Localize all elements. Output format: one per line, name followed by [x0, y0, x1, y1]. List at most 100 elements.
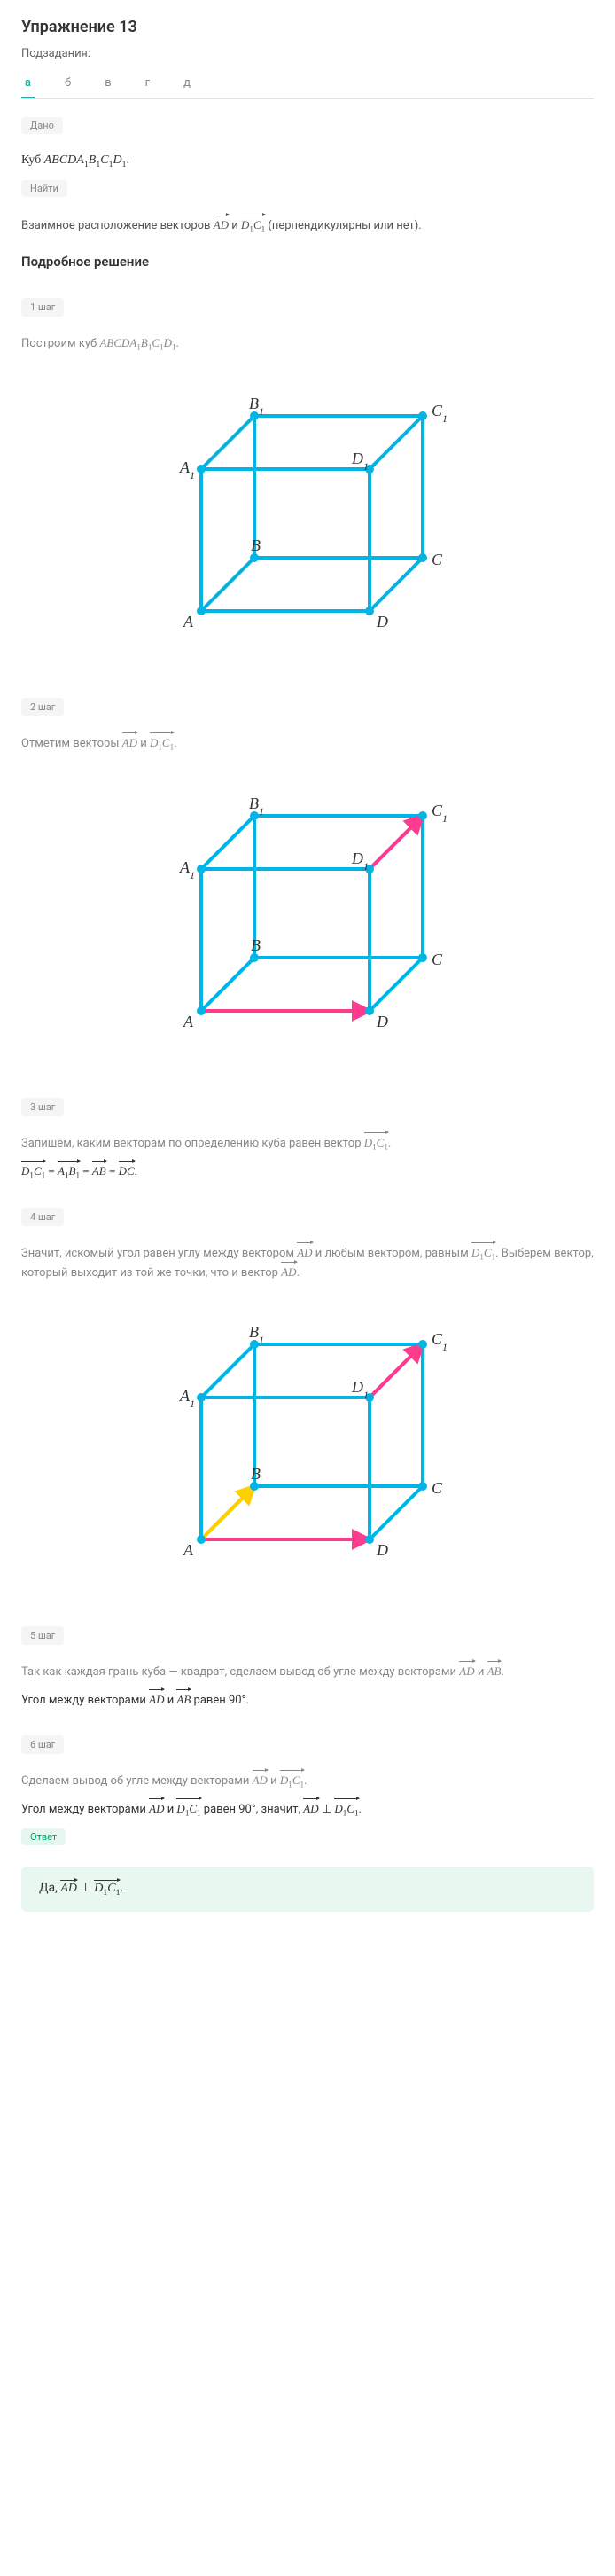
- svg-text:A1: A1: [179, 1387, 195, 1410]
- step5-l1mid: и: [475, 1665, 487, 1679]
- step6-l1a: Сделаем вывод об угле между векторами: [21, 1774, 253, 1788]
- answer-v2: D1C1: [94, 1882, 120, 1898]
- eq-v4: DC: [119, 1163, 135, 1181]
- eq-v1: D1C1: [21, 1163, 45, 1182]
- step6-l2v2: D1C1: [176, 1800, 200, 1820]
- step5-l2v1: AD: [149, 1691, 164, 1710]
- step6-line2: Угол между векторами AD и D1C1 равен 90°…: [21, 1800, 594, 1820]
- tab-a[interactable]: а: [21, 69, 35, 98]
- cube-name: ABCDA1B1C1D1.: [44, 153, 129, 167]
- svg-text:B: B: [251, 536, 261, 554]
- svg-text:A: A: [183, 1541, 194, 1559]
- cube-diagram-3: ADBCA1D1B1C1: [157, 1309, 458, 1575]
- find-and: и: [229, 219, 241, 232]
- step6-l2suf: .: [359, 1803, 362, 1816]
- step2-mid: и: [137, 737, 150, 750]
- find-suffix: (перпендикулярны или нет).: [265, 219, 422, 232]
- answer-prefix: Да,: [39, 1881, 60, 1895]
- tabs-container: а б в г д: [21, 69, 594, 99]
- step6-line1: Сделаем вывод об угле между векторами AD…: [21, 1772, 594, 1791]
- svg-text:B: B: [251, 936, 261, 954]
- step6-l2v4: D1C1: [334, 1800, 358, 1820]
- page-title: Упражнение 13: [21, 18, 594, 36]
- tab-b[interactable]: б: [61, 69, 74, 98]
- step1-before: Построим куб: [21, 337, 99, 350]
- step5-v1: AD: [459, 1663, 474, 1681]
- step6-l2c: , значит,: [256, 1803, 304, 1816]
- find-vec1: AD: [214, 216, 229, 235]
- svg-text:C1: C1: [432, 402, 448, 425]
- svg-text:A: A: [183, 613, 194, 630]
- given-content: Куб ABCDA1B1C1D1.: [21, 153, 594, 169]
- step5-l1suf: .: [501, 1665, 503, 1679]
- step1-text: Построим куб ABCDA1B1C1D1.: [21, 334, 594, 354]
- step3-badge: 3 шаг: [21, 1098, 64, 1116]
- step5-badge: 5 шаг: [21, 1626, 64, 1645]
- cube-diagram-1: ADBCA1D1B1C1: [157, 380, 458, 646]
- step4-v2: D1C1: [471, 1244, 495, 1264]
- step6-l1mid: и: [268, 1774, 280, 1788]
- find-label: Найти: [21, 180, 67, 197]
- step6-v1: AD: [253, 1772, 268, 1790]
- svg-text:C: C: [432, 1479, 443, 1497]
- step4-v3: AD: [281, 1264, 296, 1282]
- step2-before: Отметим векторы: [21, 737, 122, 750]
- step2-vec2: D1C1: [150, 734, 174, 754]
- svg-text:D: D: [376, 1541, 388, 1559]
- step4-l1a: Значит, искомый угол равен углу между ве…: [21, 1247, 297, 1260]
- given-text: Куб: [21, 153, 44, 167]
- step5-line1: Так как каждая грань куба — квадрат, сде…: [21, 1663, 594, 1682]
- step6-l2v3: AD: [303, 1800, 318, 1819]
- step3-equation: D1C1 = A1B1 = AB = DC.: [21, 1163, 594, 1182]
- step5-l1a: Так как каждая грань куба — квадрат, сде…: [21, 1665, 459, 1679]
- svg-text:A: A: [183, 1013, 194, 1030]
- svg-text:A1: A1: [179, 858, 195, 881]
- step2-text: Отметим векторы AD и D1C1.: [21, 734, 594, 754]
- svg-text:C1: C1: [432, 1330, 448, 1353]
- cube-diagram-2: ADBCA1D1B1C1: [157, 780, 458, 1046]
- step2-vec1: AD: [122, 734, 137, 753]
- tab-v[interactable]: в: [101, 69, 114, 98]
- svg-text:B: B: [251, 1465, 261, 1483]
- svg-text:A1: A1: [179, 458, 195, 482]
- eq-v2: A1B1: [58, 1163, 80, 1182]
- answer-perp: ⊥: [77, 1881, 94, 1895]
- step6-l2a: Угол между векторами: [21, 1803, 149, 1816]
- step1-math: ABCDA1B1C1D1.: [99, 336, 178, 349]
- answer-label: Ответ: [21, 1828, 66, 1845]
- step4-l2b: .: [297, 1266, 300, 1280]
- step5-l2v2: AB: [176, 1691, 191, 1710]
- step5-l2mid: и: [164, 1694, 176, 1707]
- step4-badge: 4 шаг: [21, 1208, 64, 1226]
- svg-text:C1: C1: [432, 802, 448, 825]
- step4-v1: AD: [297, 1244, 312, 1263]
- step6-perp: ⊥: [319, 1803, 335, 1816]
- svg-text:D: D: [376, 1013, 388, 1030]
- step4-l1b: и любым вектором, равным: [313, 1247, 471, 1260]
- step5-line2: Угол между векторами AD и AB равен 90°.: [21, 1691, 594, 1711]
- tab-d[interactable]: д: [180, 69, 194, 98]
- step6-v2: D1C1: [280, 1772, 304, 1791]
- find-prefix: Взаимное расположение векторов: [21, 219, 214, 232]
- step5-l2a: Угол между векторами: [21, 1694, 149, 1707]
- subtitle: Подзадания:: [21, 47, 594, 60]
- step6-l2mid: и: [164, 1803, 176, 1816]
- step3-vec: D1C1: [364, 1134, 388, 1154]
- answer-box: Да, AD ⊥ D1C1.: [21, 1867, 594, 1912]
- step1-badge: 1 шаг: [21, 298, 64, 317]
- step6-deg: 90°: [238, 1803, 255, 1816]
- step4-text: Значит, искомый угол равен углу между ве…: [21, 1244, 594, 1283]
- step2-suffix: .: [174, 737, 176, 750]
- find-content: Взаимное расположение векторов AD и D1C1…: [21, 216, 594, 236]
- step5-deg: 90°: [229, 1694, 245, 1707]
- svg-text:D: D: [376, 613, 388, 630]
- step5-v2: AB: [487, 1663, 502, 1681]
- solution-heading: Подробное решение: [21, 254, 594, 270]
- svg-text:C: C: [432, 551, 443, 568]
- step6-l2b: равен: [201, 1803, 239, 1816]
- find-vec2: D1C1: [241, 216, 265, 236]
- step3-suffix: .: [388, 1137, 391, 1150]
- answer-v1: AD: [60, 1882, 77, 1896]
- tab-g[interactable]: г: [142, 69, 153, 98]
- step5-l2suf: .: [245, 1694, 248, 1707]
